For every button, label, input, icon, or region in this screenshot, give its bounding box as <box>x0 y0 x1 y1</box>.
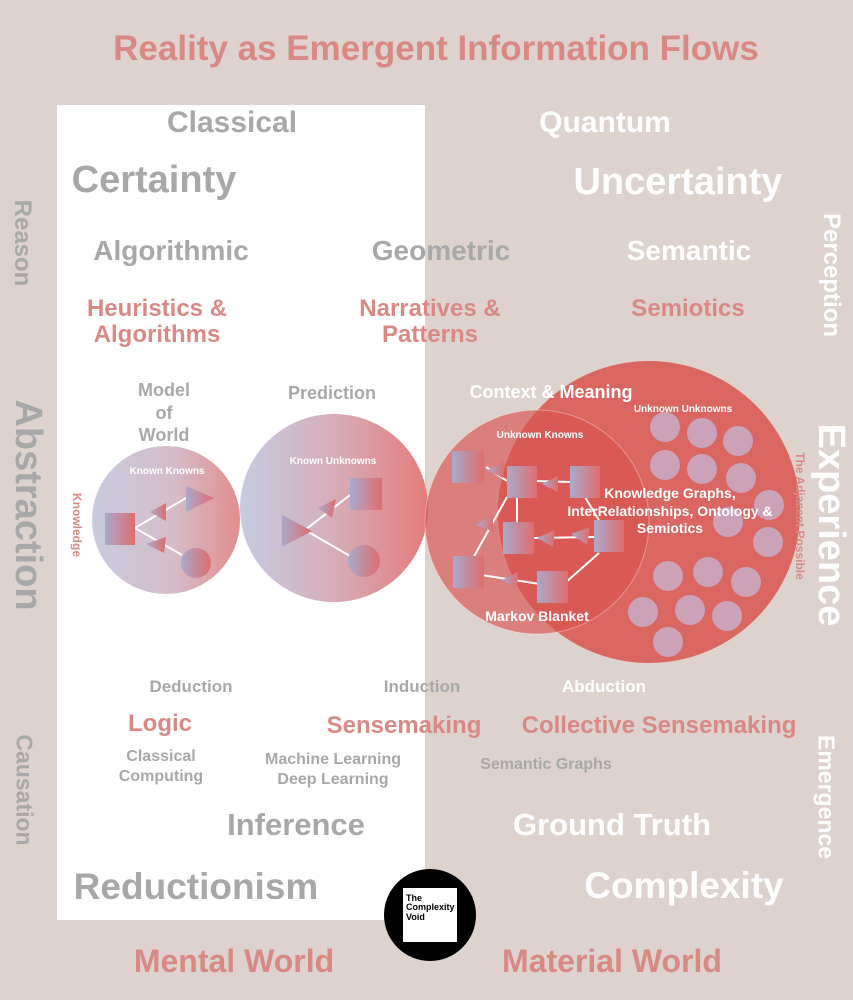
label-semiotics: Semiotics <box>631 295 745 322</box>
label-ground-truth: Ground Truth <box>512 807 712 842</box>
label-prediction: Prediction <box>287 383 377 403</box>
label-sensemaking: Sensemaking <box>326 712 482 739</box>
label-complexity: Complexity <box>584 865 784 906</box>
label-mental-world: Mental World <box>133 943 335 979</box>
label-model-of-world: Model of World <box>138 380 190 445</box>
label-reductionism: Reductionism <box>73 866 319 907</box>
side-label-causation: Causation <box>11 734 38 846</box>
label-known-unknowns: Known Unknowns <box>289 456 377 467</box>
label-semantic: Semantic <box>626 235 752 266</box>
label-material-world: Material World <box>502 943 722 979</box>
side-label-abstraction: Abstraction <box>7 399 49 611</box>
label-narratives-patterns: Narratives & Patterns <box>359 295 501 349</box>
label-semantic-graphs: Semantic Graphs <box>480 756 612 773</box>
label-heuristics-algorithms: Heuristics & Algorithms <box>86 295 228 349</box>
unknown-knowns-graph <box>452 451 624 603</box>
label-collective-sensemaking: Collective Sensemaking <box>521 712 797 739</box>
page-title: Reality as Emergent Information Flows <box>113 29 759 68</box>
label-known-knowns: Known Knowns <box>129 466 205 477</box>
label-algorithmic: Algorithmic <box>93 235 249 266</box>
label-unknown-knowns: Unknown Knowns <box>496 430 584 441</box>
side-label-reason: Reason <box>9 199 36 287</box>
logo-text: The Complexity Void <box>403 888 457 942</box>
side-label-adjacent-possible: The Adjacent Possible <box>793 452 807 580</box>
label-logic: Logic <box>128 710 192 737</box>
label-context-meaning: Context & Meaning <box>469 382 633 402</box>
label-induction: Induction <box>383 677 461 696</box>
side-label-experience: Experience <box>810 423 852 627</box>
side-label-perception: Perception <box>818 212 845 338</box>
label-unknown-unknowns: Unknown Unknowns <box>633 404 733 415</box>
label-markov-blanket: Markov Blanket <box>485 608 589 624</box>
side-label-emergence: Emergence <box>813 734 840 860</box>
label-geometric: Geometric <box>371 235 511 266</box>
label-deduction: Deduction <box>149 677 233 696</box>
label-inference: Inference <box>227 807 365 842</box>
side-label-knowledge: Knowledge <box>70 492 84 558</box>
label-uncertainty: Uncertainty <box>573 161 783 203</box>
known-knowns-shapes <box>105 486 214 578</box>
unknown-unknowns-dots <box>628 412 784 657</box>
label-abduction: Abduction <box>561 677 647 696</box>
label-classical: Classical <box>166 106 298 139</box>
label-machine-learning-deep-learning: Machine Learning Deep Learning <box>264 751 402 788</box>
complexity-void-logo: The Complexity Void <box>384 869 476 961</box>
label-classical-computing: Classical Computing <box>118 748 204 785</box>
label-quantum: Quantum <box>539 106 671 139</box>
known-unknowns-shapes <box>282 478 382 577</box>
label-certainty: Certainty <box>71 159 237 201</box>
label-knowledge-graphs: Knowledge Graphs, InterRelationships, On… <box>567 485 773 536</box>
